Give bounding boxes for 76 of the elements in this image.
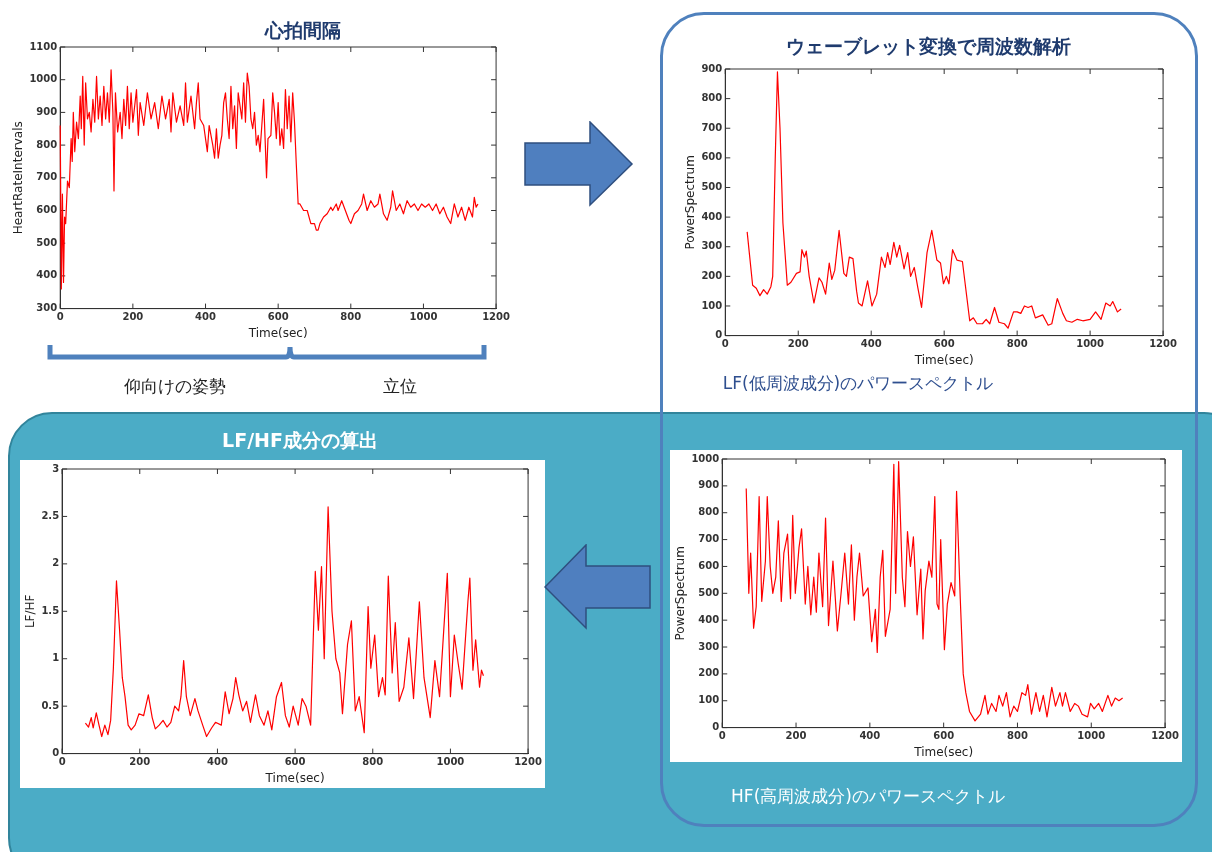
y-tick-label: 500 <box>698 586 720 598</box>
x-tick-label: 800 <box>362 756 384 768</box>
x-axis-title: Time(sec) <box>913 352 974 367</box>
x-tick-label: 1200 <box>1151 730 1180 742</box>
y-tick-label: 2.5 <box>41 510 60 522</box>
y-tick-label: 3 <box>52 462 60 474</box>
y-tick-label: 600 <box>698 560 720 572</box>
x-tick-label: 600 <box>284 756 306 768</box>
y-tick-label: 900 <box>36 105 58 117</box>
y-tick-label: 200 <box>701 269 723 281</box>
x-tick-label: 200 <box>129 756 151 768</box>
x-tick-label: 200 <box>785 730 807 742</box>
y-tick-label: 0.5 <box>41 699 60 711</box>
y-axis-title: LF/HF <box>23 594 38 629</box>
y-tick-label: 100 <box>698 694 720 706</box>
x-tick-label: 1200 <box>1149 338 1178 350</box>
y-axis-title: PowerSpectrum <box>673 546 688 641</box>
y-tick-label: 300 <box>698 640 720 652</box>
y-tick-label: 0 <box>712 721 720 733</box>
x-tick-label: 1200 <box>482 311 511 323</box>
y-axis-title: HeartRateIntervals <box>11 121 26 235</box>
y-tick-label: 700 <box>698 533 720 545</box>
x-tick-label: 600 <box>933 338 955 350</box>
y-tick-label: 400 <box>701 210 723 222</box>
x-tick-label: 1000 <box>436 756 465 768</box>
y-tick-label: 700 <box>701 121 723 133</box>
y-tick-label: 800 <box>701 92 723 104</box>
x-tick-label: 600 <box>933 730 955 742</box>
y-tick-label: 1100 <box>29 40 58 52</box>
y-tick-label: 500 <box>701 181 723 193</box>
x-tick-label: 200 <box>787 338 809 350</box>
y-tick-label: 1 <box>52 652 60 664</box>
chart-title: LF/HF成分の算出 <box>222 428 378 453</box>
y-tick-label: 1.5 <box>41 604 60 616</box>
y-tick-label: 800 <box>698 506 720 518</box>
y-tick-label: 500 <box>36 236 58 248</box>
chart-title: ウェーブレット変換で周波数解析 <box>785 34 1071 59</box>
y-tick-label: 600 <box>36 204 58 216</box>
x-tick-label: 800 <box>1007 730 1028 742</box>
x-tick-label: 800 <box>340 311 362 323</box>
y-tick-label: 400 <box>698 613 720 625</box>
text: 仰向けの姿勢 <box>124 375 226 398</box>
y-tick-label: 2 <box>52 557 60 569</box>
x-tick-label: 1000 <box>1076 338 1105 350</box>
y-tick-label: 1000 <box>691 452 720 464</box>
text: LF(低周波成分)のパワースペクトル <box>722 372 994 395</box>
y-tick-label: 300 <box>36 302 58 314</box>
y-tick-label: 800 <box>36 138 58 150</box>
x-tick-label: 200 <box>122 311 144 323</box>
x-tick-label: 1200 <box>514 756 543 768</box>
y-tick-label: 300 <box>701 240 723 252</box>
x-tick-label: 400 <box>859 730 881 742</box>
y-axis-title: PowerSpectrum <box>683 155 698 250</box>
x-axis-title: Time(sec) <box>247 325 308 340</box>
text: HF(高周波成分)のパワースペクトル <box>731 785 1005 808</box>
y-tick-label: 600 <box>701 151 723 163</box>
y-tick-label: 400 <box>36 269 58 281</box>
y-tick-label: 1000 <box>29 73 58 85</box>
y-tick-label: 700 <box>36 171 58 183</box>
x-tick-label: 800 <box>1006 338 1028 350</box>
x-tick-label: 1000 <box>1077 730 1106 742</box>
x-axis-title: Time(sec) <box>264 770 325 785</box>
y-tick-label: 900 <box>698 479 720 491</box>
y-tick-label: 0 <box>715 329 723 341</box>
x-tick-label: 1000 <box>409 311 438 323</box>
x-tick-label: 400 <box>195 311 216 323</box>
y-tick-label: 200 <box>698 667 720 679</box>
x-axis-title: Time(sec) <box>913 744 974 759</box>
y-tick-label: 900 <box>701 62 723 74</box>
x-tick-label: 600 <box>267 311 289 323</box>
text: 立位 <box>383 375 417 398</box>
x-tick-label: 400 <box>207 756 228 768</box>
y-tick-label: 100 <box>701 299 723 311</box>
x-tick-label: 400 <box>860 338 882 350</box>
y-tick-label: 0 <box>52 747 60 759</box>
chart-title: 心拍間隔 <box>265 18 341 43</box>
